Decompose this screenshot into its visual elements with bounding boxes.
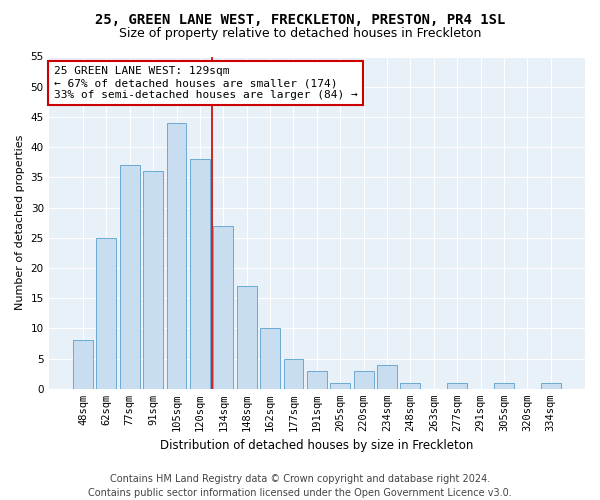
Bar — [167, 123, 187, 389]
Bar — [260, 328, 280, 389]
X-axis label: Distribution of detached houses by size in Freckleton: Distribution of detached houses by size … — [160, 440, 473, 452]
Bar — [214, 226, 233, 389]
Bar — [353, 370, 374, 389]
Text: 25 GREEN LANE WEST: 129sqm
← 67% of detached houses are smaller (174)
33% of sem: 25 GREEN LANE WEST: 129sqm ← 67% of deta… — [54, 66, 358, 100]
Text: Size of property relative to detached houses in Freckleton: Size of property relative to detached ho… — [119, 28, 481, 40]
Y-axis label: Number of detached properties: Number of detached properties — [15, 135, 25, 310]
Bar — [400, 383, 421, 389]
Text: 25, GREEN LANE WEST, FRECKLETON, PRESTON, PR4 1SL: 25, GREEN LANE WEST, FRECKLETON, PRESTON… — [95, 12, 505, 26]
Bar — [284, 358, 304, 389]
Text: Contains HM Land Registry data © Crown copyright and database right 2024.
Contai: Contains HM Land Registry data © Crown c… — [88, 474, 512, 498]
Bar — [494, 383, 514, 389]
Bar — [447, 383, 467, 389]
Bar — [97, 238, 116, 389]
Bar — [307, 370, 327, 389]
Bar — [377, 364, 397, 389]
Bar — [143, 172, 163, 389]
Bar — [190, 159, 210, 389]
Bar — [330, 383, 350, 389]
Bar — [541, 383, 560, 389]
Bar — [120, 166, 140, 389]
Bar — [73, 340, 93, 389]
Bar — [237, 286, 257, 389]
